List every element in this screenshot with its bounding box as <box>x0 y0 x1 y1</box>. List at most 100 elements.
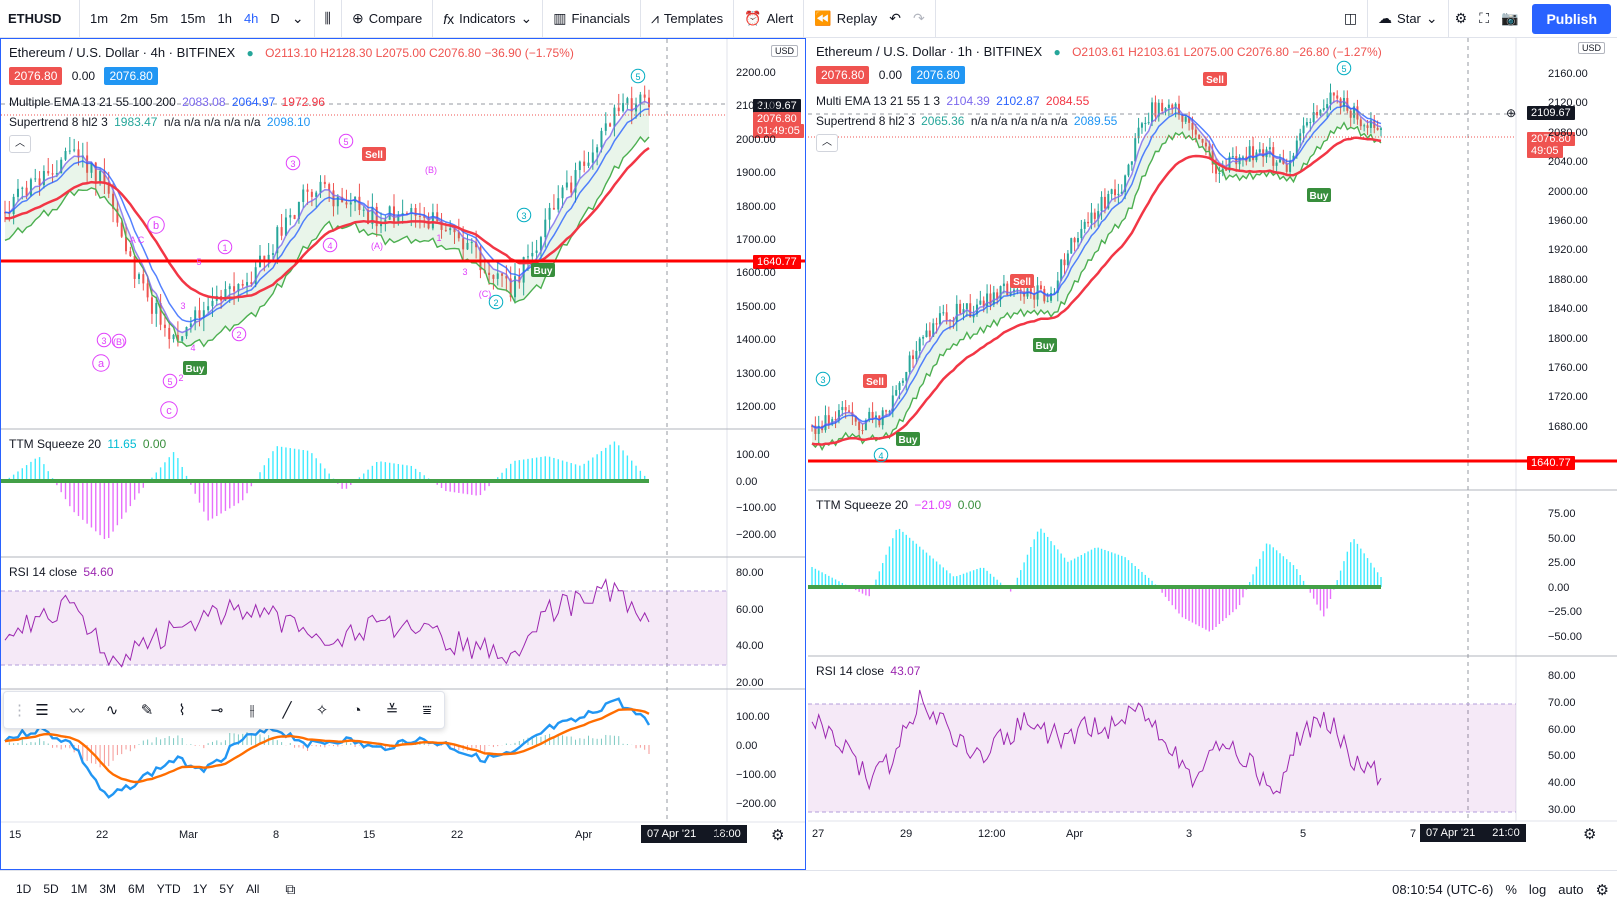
candle-body <box>1167 104 1170 108</box>
range-6m[interactable]: 6M <box>128 882 145 896</box>
pattern-icon[interactable]: ✧ <box>315 702 329 719</box>
candle-body <box>1184 116 1187 122</box>
fib-fan-icon[interactable]: ⌇ <box>178 702 186 719</box>
candle-body <box>103 171 106 183</box>
sell-price-button[interactable]: 2076.80 <box>816 66 870 84</box>
range-1y[interactable]: 1Y <box>192 882 208 896</box>
candle-body <box>955 303 958 322</box>
range-all[interactable]: All <box>246 882 260 896</box>
wave-label-5: 5 <box>196 257 201 267</box>
pane-settings-gear-icon[interactable]: ⚙ <box>1583 826 1597 843</box>
goto-date-icon[interactable]: ⧉ <box>285 880 296 897</box>
trend-line-icon[interactable]: ╱ <box>282 702 292 719</box>
indicators-button[interactable]: fx Indicators ⌄ <box>437 0 538 38</box>
sell-price-button[interactable]: 2076.80 <box>9 67 63 85</box>
interval-1m[interactable]: 1m <box>90 11 109 26</box>
add-alert-plus-icon[interactable]: ⊕ <box>1506 106 1517 120</box>
clock[interactable]: 08:10:54 (UTC-6) <box>1392 882 1494 897</box>
chart-pane-1h[interactable]: Sell Buy Sell Buy Sell Buy 3 4 5 Ethereum / U.S.… <box>808 38 1617 870</box>
rsi-legend: RSI 14 close 54.60 <box>9 565 113 579</box>
candle-body <box>1046 300 1049 302</box>
interval-1h[interactable]: 1h <box>217 11 232 26</box>
left-time-tick: 12 <box>713 829 726 841</box>
chart-pane-4h[interactable]: Sell Buy Buy a c b 3 (B) 5 1 2 3 4 5 (A) (B) 1 3 (C) 2 3 5 A C… <box>0 38 806 870</box>
range-3m[interactable]: 3M <box>99 882 117 896</box>
currency-badge[interactable]: USD <box>1578 42 1606 54</box>
interval-d[interactable]: D <box>270 11 280 26</box>
candle-body <box>613 107 616 127</box>
candle-body <box>1366 125 1369 128</box>
candle-body <box>319 181 322 193</box>
ohlc-high: H2103.61 <box>1128 45 1181 59</box>
interval-5m[interactable]: 5m <box>150 11 169 26</box>
price-axis-tick: 2200.00 <box>736 67 776 79</box>
candle-body <box>999 286 1002 299</box>
percent-toggle[interactable]: % <box>1505 882 1517 897</box>
candle-body <box>1029 288 1032 295</box>
horizontal-ray-icon[interactable]: ⊸ <box>210 702 224 719</box>
interval-2m[interactable]: 2m <box>120 11 139 26</box>
financials-button[interactable]: ▥ Financials <box>547 0 636 38</box>
pen-icon[interactable]: ✎ <box>140 702 154 719</box>
compare-button[interactable]: ⊕ Compare <box>346 0 428 38</box>
replay-button[interactable]: ⏪ Replay <box>808 0 883 38</box>
chart-canvas-1h[interactable]: Sell Buy Sell Buy Sell Buy 3 4 5 <box>808 38 1617 870</box>
range-5d[interactable]: 5D <box>43 882 59 896</box>
price-axis-tick: 1400.00 <box>736 334 776 347</box>
candle-body <box>362 209 365 211</box>
symbol-search[interactable]: ETHUSD <box>0 0 80 38</box>
candle-body <box>155 303 158 314</box>
settings-gear-icon[interactable]: ⚙ <box>1454 10 1468 26</box>
drag-handle-icon[interactable]: ⋮ <box>12 702 27 719</box>
ruler-icon[interactable]: ⩸ <box>422 701 432 719</box>
candle-body <box>1076 238 1079 243</box>
macd-line <box>4 697 651 799</box>
collapse-legend-chevron-icon[interactable]: ︿ <box>816 134 838 152</box>
candle-body <box>137 274 140 279</box>
publish-button[interactable]: Publish <box>1532 3 1611 34</box>
gann-icon[interactable]: ◔ <box>352 701 362 719</box>
layout-icon[interactable]: ◫ <box>1343 10 1358 26</box>
interval-15m[interactable]: 15m <box>180 11 206 26</box>
range-5y[interactable]: 5Y <box>219 882 235 896</box>
chevron-down-icon: ⌄ <box>520 10 533 26</box>
redo-icon[interactable]: ↷ <box>912 10 925 26</box>
candle-body <box>630 98 633 112</box>
layout-group: ◫ <box>1334 0 1369 38</box>
ttm-axis-tick: −50.00 <box>1548 630 1582 643</box>
candle-body <box>1302 125 1305 134</box>
undo-icon[interactable]: ↶ <box>889 10 901 26</box>
long-position-icon[interactable]: ⫲ <box>249 701 255 719</box>
candle-body <box>392 206 395 222</box>
parallel-channel-icon[interactable]: ≚ <box>385 702 399 719</box>
gear-icon[interactable]: ⚙ <box>1595 881 1609 899</box>
collapse-legend-chevron-icon[interactable]: ︿ <box>9 135 31 153</box>
interval-dropdown-chevron-icon[interactable]: ⌄ <box>291 10 304 26</box>
auto-toggle[interactable]: auto <box>1558 882 1584 897</box>
candles-icon[interactable]: ⫼ <box>324 10 331 26</box>
range-ytd[interactable]: YTD <box>156 882 181 896</box>
pane-settings-gear-icon[interactable]: ⚙ <box>771 827 785 844</box>
wave-label-5-circle <box>630 68 646 84</box>
elliott-impulse-icon[interactable]: 〰 <box>69 702 85 720</box>
spread-value: 0.00 <box>878 68 903 82</box>
alert-button[interactable]: ⏰ Alert <box>738 0 799 38</box>
ttm-value-1: 11.65 <box>107 437 137 451</box>
buy-price-button[interactable]: 2076.80 <box>104 67 158 85</box>
templates-button[interactable]: ⩘ Templates <box>645 0 729 38</box>
range-1d[interactable]: 1D <box>16 882 32 896</box>
fullscreen-icon[interactable]: ⛶ <box>1479 10 1489 26</box>
star-button[interactable]: ☁ Star ⌄ <box>1372 0 1444 38</box>
range-1m[interactable]: 1M <box>70 882 88 896</box>
log-toggle[interactable]: log <box>1528 882 1547 897</box>
candle-body <box>38 178 41 186</box>
currency-badge[interactable]: USD <box>771 45 799 57</box>
elliott-correction-icon[interactable]: ∿ <box>105 702 119 719</box>
interval-4h[interactable]: 4h <box>243 11 259 26</box>
rsi-value: 54.60 <box>83 565 114 579</box>
camera-icon[interactable]: 📷 <box>1501 10 1519 26</box>
candle-body <box>861 429 864 431</box>
fib-lines-icon[interactable]: ☰ <box>35 702 49 719</box>
buy-price-button[interactable]: 2076.80 <box>911 66 965 84</box>
